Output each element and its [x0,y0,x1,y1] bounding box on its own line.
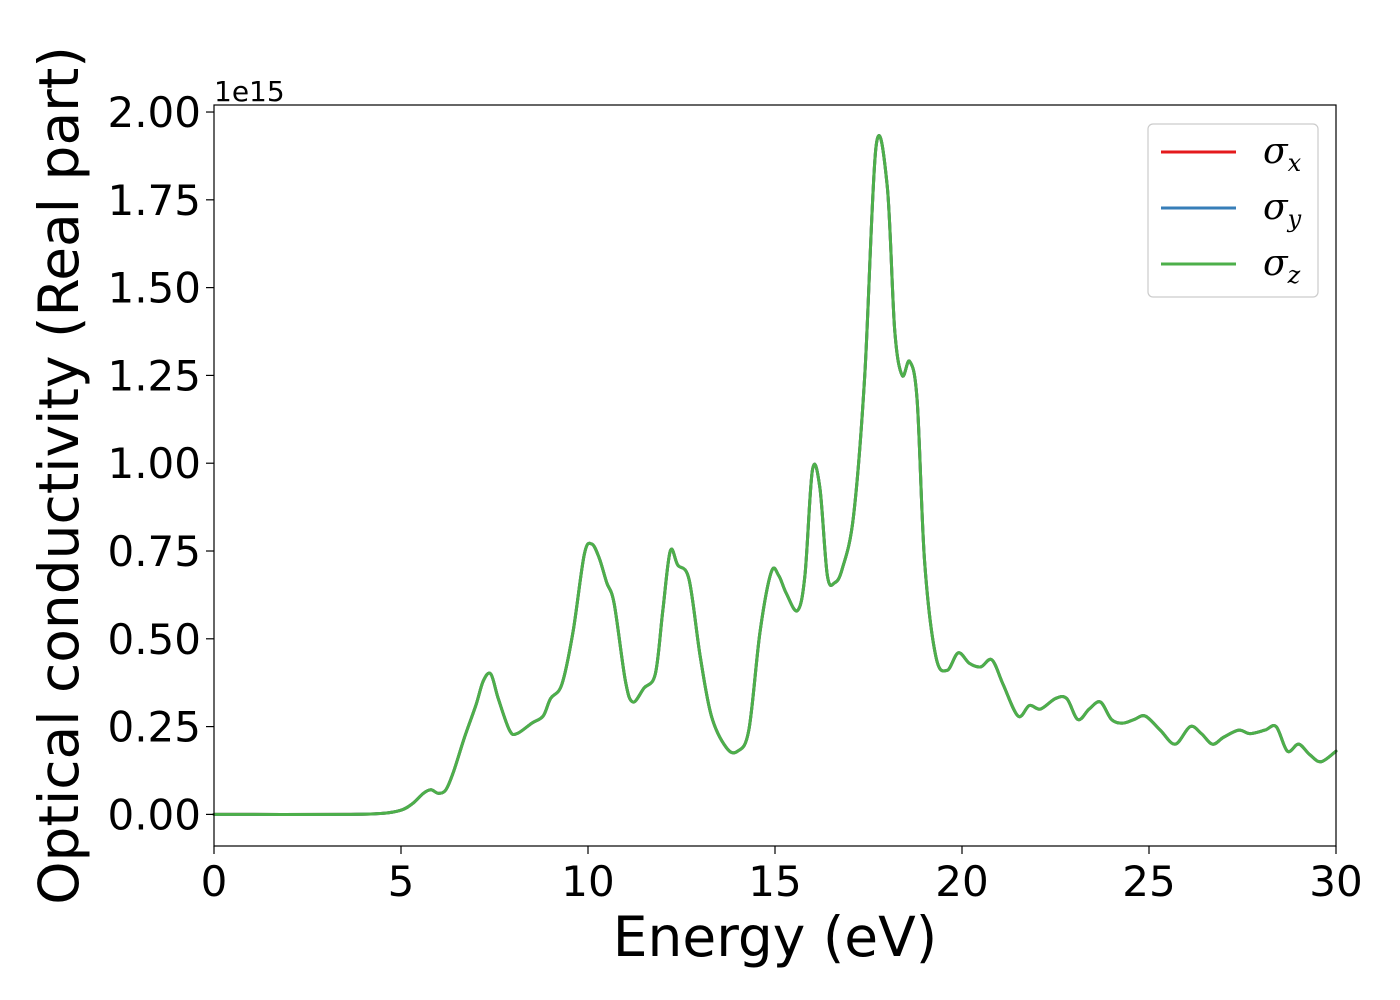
x-tick-label: 30 [1309,857,1362,906]
y-tick-label: 0.25 [107,703,201,752]
y-axis-title: Optical conductivity (Real part) [27,46,91,905]
x-axis-title: Energy (eV) [613,905,937,969]
x-tick-label: 5 [388,857,415,906]
series-lines [212,134,1338,816]
y-axis: 0.00 0.25 0.50 0.75 1.00 1.25 1.50 1.75 2.00 [107,88,214,839]
x-tick-label: 10 [561,857,614,906]
x-tick-label: 20 [935,857,988,906]
y-tick-label: 0.75 [107,527,201,576]
x-axis: 0 5 10 15 20 25 30 [201,846,1363,906]
y-tick-label: 0.00 [107,790,201,839]
series-line-z [212,134,1338,816]
y-offset-label: 1e15 [214,75,285,108]
legend-label-z: σz [1263,243,1301,289]
x-tick-label: 25 [1122,857,1175,906]
y-tick-label: 0.50 [107,615,201,664]
y-tick-label: 1.75 [107,176,201,225]
legend-label-y: σy [1263,187,1302,233]
y-tick-label: 1.00 [107,439,201,488]
legend: σx σy σz [1147,123,1319,298]
y-tick-label: 1.50 [107,264,201,313]
x-tick-label: 15 [748,857,801,906]
y-tick-label: 1.25 [107,351,201,400]
legend-label-x: σx [1263,131,1302,177]
legend-box [1147,123,1319,298]
x-tick-label: 0 [201,857,228,906]
y-tick-label: 2.00 [107,88,201,137]
